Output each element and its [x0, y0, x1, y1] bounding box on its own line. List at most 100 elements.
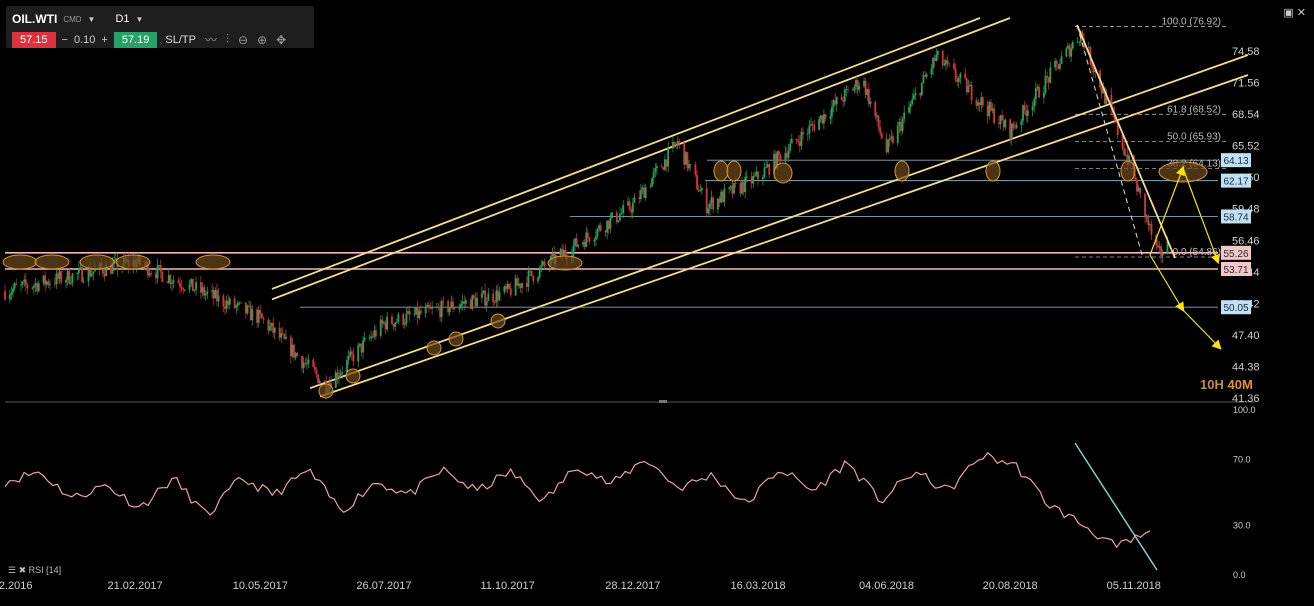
ask-price-button[interactable]: 57.19	[113, 31, 158, 48]
candle-body	[362, 340, 364, 353]
time-tick-label: 20.08.2018	[983, 580, 1038, 592]
candle-body	[527, 271, 530, 287]
candle-body	[182, 288, 185, 290]
level-label-text: 64.13	[1223, 156, 1248, 167]
timeframe-dropdown-icon[interactable]: ▼	[135, 14, 144, 24]
candle-body	[68, 270, 71, 284]
level-label-box	[1221, 245, 1251, 260]
spread-minus[interactable]: −	[61, 33, 68, 46]
candle-body	[855, 80, 857, 87]
candle-body	[259, 309, 262, 314]
candle-body	[823, 114, 825, 124]
candle-body	[948, 63, 951, 65]
sl-tp-button[interactable]: SL/TP	[165, 33, 196, 46]
candle-body	[1126, 154, 1129, 165]
candle-body	[429, 308, 432, 309]
level-label-text: 58.74	[1223, 212, 1248, 223]
symbol-dropdown-icon[interactable]: ▼	[87, 14, 96, 24]
candle-body	[407, 311, 409, 314]
projection-arrow	[1149, 254, 1185, 313]
candle-body	[798, 141, 801, 147]
candle-body	[607, 220, 610, 229]
candle-body	[1091, 64, 1093, 68]
candle-body	[283, 334, 286, 339]
candle-body	[397, 314, 400, 322]
candle-body	[413, 314, 416, 316]
candle-body	[649, 186, 652, 188]
symbol-name[interactable]: OIL.WTI	[12, 12, 58, 26]
candle-body	[431, 307, 434, 309]
candle-body	[779, 155, 782, 162]
candle-body	[193, 289, 196, 291]
candle-body	[493, 302, 496, 303]
move-icon[interactable]: ✥	[276, 32, 287, 47]
downtrend-line	[1076, 24, 1176, 259]
candle-body	[896, 125, 899, 144]
candle-body	[1001, 115, 1004, 121]
candle-body	[551, 253, 554, 257]
candle-body	[1065, 48, 1068, 57]
candle-body	[954, 68, 957, 79]
candle-body	[562, 249, 565, 256]
candle-body	[315, 369, 318, 375]
candle-body	[347, 355, 350, 360]
candle-body	[598, 225, 601, 229]
candle-body	[57, 273, 59, 279]
candle-body	[487, 293, 490, 302]
candle-body	[256, 309, 258, 323]
rsi-indicator-label[interactable]: ☰ ✖ RSI [14]	[8, 565, 61, 576]
candle-body	[654, 168, 657, 172]
instrument-type: CMD	[63, 14, 82, 24]
candle-body	[1060, 56, 1063, 64]
bid-price-button[interactable]: 57.15	[12, 31, 56, 48]
candle-body	[599, 225, 602, 231]
zoom-in-icon[interactable]: ⊕	[257, 32, 268, 47]
candle-body	[34, 283, 37, 286]
candle-body	[1047, 77, 1050, 83]
candle-body	[156, 264, 159, 279]
level-price-label: 58.74	[1221, 209, 1251, 224]
candle-body	[1057, 64, 1060, 69]
candle-body	[585, 232, 588, 247]
candle-body	[158, 264, 161, 266]
candle-body	[986, 105, 989, 117]
line-chart-icon[interactable]: 〰	[204, 33, 217, 47]
candle-body	[447, 301, 450, 313]
candle-timer: 10H 40M	[1200, 377, 1253, 392]
spread-plus[interactable]: +	[101, 33, 108, 46]
candle-body	[712, 197, 715, 210]
candle-body	[13, 283, 16, 289]
channel-line	[271, 17, 981, 290]
candle-body	[622, 205, 625, 213]
fib-anchor-line	[1076, 24, 1144, 259]
candle-body	[617, 220, 620, 223]
candle-body	[294, 353, 297, 358]
indicators-icon[interactable]: ⫶	[225, 32, 229, 46]
candle-body	[956, 78, 959, 82]
candle-body	[678, 141, 681, 143]
indicator-menu-icon[interactable]: ☰ ✖	[8, 565, 27, 575]
candle-body	[336, 372, 339, 379]
timeframe-select[interactable]: D1	[115, 13, 130, 25]
candle-body	[845, 89, 848, 90]
candle-body	[224, 306, 226, 309]
candle-body	[1046, 75, 1048, 78]
candle-body	[110, 264, 112, 274]
candle-body	[506, 283, 509, 290]
candle-body	[1042, 92, 1045, 98]
close-icon[interactable]: ✕	[1296, 7, 1306, 19]
candle-body	[683, 142, 686, 165]
candle-body	[4, 291, 6, 300]
candle-body	[471, 295, 474, 309]
candle-body	[977, 102, 979, 106]
candle-body	[66, 270, 69, 281]
time-tick-label: 21.02.2017	[108, 580, 163, 592]
level-price-label: 64.13	[1221, 153, 1251, 168]
candle-body	[183, 289, 186, 291]
candle-body	[675, 145, 678, 146]
restore-icon[interactable]: ▣	[1283, 7, 1294, 19]
candle-body	[676, 141, 679, 146]
zoom-out-icon[interactable]: ⊖	[237, 32, 249, 47]
